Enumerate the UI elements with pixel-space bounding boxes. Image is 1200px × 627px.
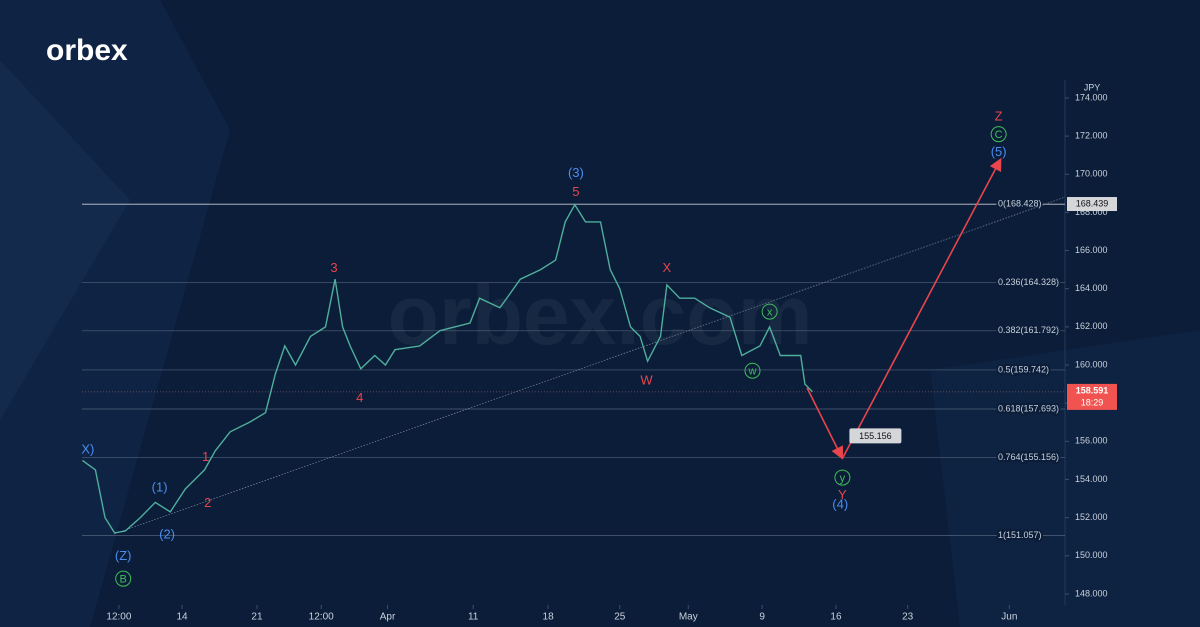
current-price-label: 158.591: [1076, 385, 1109, 395]
y-tick-label: 174.000: [1075, 92, 1108, 102]
current-price-badge: [1067, 383, 1117, 410]
y-tick-label: 152.000: [1075, 512, 1108, 522]
watermark: orbex.com: [388, 268, 813, 362]
price-line: [82, 203, 813, 534]
wave-label: B: [120, 574, 127, 586]
x-tick-label: May: [679, 612, 698, 623]
fib-label: 0.382(161.792): [998, 325, 1059, 335]
wave-label: y: [840, 472, 846, 484]
x-tick-label: 18: [543, 612, 555, 623]
wave-label: (2): [159, 526, 175, 541]
wave-label: W: [640, 373, 653, 388]
high-price-label: 168.439: [1076, 198, 1109, 208]
currency-label: JPY: [1084, 82, 1101, 92]
wave-circle: [761, 303, 778, 320]
x-tick-label: 21: [251, 612, 263, 623]
wave-label: (3): [568, 165, 584, 180]
trendline: [114, 196, 1066, 535]
fib-label: 0.5(159.742): [998, 364, 1049, 374]
wave-label: (5): [991, 144, 1007, 159]
y-tick-label: 164.000: [1075, 283, 1108, 293]
wave-label: 1: [202, 449, 209, 464]
y-tick-label: 154.000: [1075, 474, 1108, 484]
x-tick-label: Apr: [380, 612, 396, 623]
x-tick-label: 12:00: [106, 612, 131, 623]
fib-label: 0.236(164.328): [998, 277, 1059, 287]
wave-label: X): [81, 441, 94, 456]
wave-circle: [115, 570, 132, 587]
x-tick-label: Jun: [1001, 612, 1017, 623]
x-tick-label: 16: [830, 612, 842, 623]
wave-label: X: [663, 260, 672, 275]
wave-label: Y: [838, 487, 847, 502]
bg-shape: [0, 60, 130, 420]
wave-circle: [834, 469, 851, 486]
fib-label: 0.764(155.156): [998, 452, 1059, 462]
x-tick-label: 25: [614, 612, 626, 623]
y-tick-label: 150.000: [1075, 550, 1108, 560]
wave-label: (4): [832, 497, 848, 512]
wave-label: 3: [330, 260, 337, 275]
wave-circle: [990, 126, 1007, 143]
wave-label: (1): [152, 480, 168, 495]
y-tick-label: 172.000: [1075, 130, 1108, 140]
high-price-badge: [1067, 197, 1117, 212]
wave-circle: [744, 362, 761, 379]
current-price-time: 18:29: [1081, 397, 1104, 407]
y-tick-label: 148.000: [1075, 588, 1108, 598]
wave-label: (Z): [115, 548, 132, 563]
wave-label: x: [767, 307, 773, 319]
y-tick-label: 166.000: [1075, 245, 1108, 255]
wave-label: C: [995, 129, 1003, 141]
y-tick-label: 170.000: [1075, 169, 1108, 179]
wave-label: 2: [204, 495, 211, 510]
target-callout: [849, 428, 902, 444]
logo: orbex: [46, 34, 128, 67]
y-tick-label: 160.000: [1075, 359, 1108, 369]
x-tick-label: 9: [759, 612, 765, 623]
fib-label: 0(168.428): [998, 199, 1042, 209]
projection-arrow: [841, 157, 1002, 459]
wave-label: Z: [995, 108, 1003, 123]
x-tick-label: 12:00: [309, 612, 334, 623]
x-tick-label: 23: [902, 612, 914, 623]
y-tick-label: 156.000: [1075, 436, 1108, 446]
projection-arrow: [806, 387, 844, 460]
target-label: 155.156: [859, 431, 892, 441]
wave-label: 4: [356, 390, 363, 405]
fib-label: 1(151.057): [998, 530, 1042, 540]
x-tick-label: 14: [177, 612, 189, 623]
fib-label: 0.618(157.693): [998, 403, 1059, 413]
wave-label: 5: [572, 184, 579, 199]
y-tick-label: 168.000: [1075, 207, 1108, 217]
price-series: [82, 203, 813, 534]
y-tick-label: 162.000: [1075, 321, 1108, 331]
wave-label: w: [748, 366, 757, 378]
x-tick-label: 11: [468, 612, 479, 623]
